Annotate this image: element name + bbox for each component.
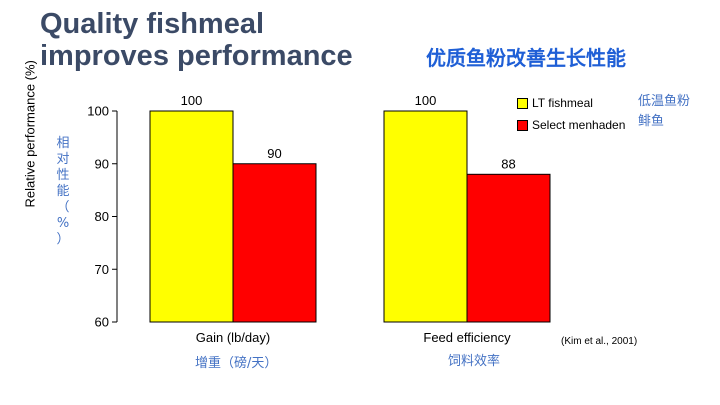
title-line-2: improves performance: [40, 40, 353, 72]
category-label: Feed efficiency: [423, 330, 511, 345]
y-tick-label: 100: [87, 104, 109, 119]
category-label-zh-gain: 增重（磅/天）: [195, 356, 278, 371]
y-axis-label-zh-char: 性: [56, 168, 70, 183]
y-axis-label-zh-char: 相: [56, 136, 70, 151]
legend-zh-label: 鲱鱼: [638, 114, 665, 129]
y-tick-label: 60: [95, 315, 109, 330]
y-tick-label: 90: [95, 156, 109, 171]
category-label: Gain (lb/day): [196, 330, 270, 345]
slide-title-zh: 优质鱼粉改善生长性能: [426, 46, 626, 70]
data-label: 90: [267, 146, 281, 161]
y-axis-label-zh-char: 能: [56, 184, 70, 199]
data-label: 100: [181, 93, 203, 108]
legend-zh: 低温鱼粉 鲱鱼: [638, 92, 690, 132]
legend-label: Select menhaden: [532, 118, 626, 132]
legend-label: LT fishmeal: [532, 96, 593, 110]
y-axis-label-zh-char: ）: [56, 232, 70, 247]
legend: LT fishmeal Select menhaden: [517, 92, 625, 136]
slide-title: Quality fishmeal improves performance: [40, 8, 353, 72]
bar: [149, 110, 234, 323]
title-line-1: Quality fishmeal: [40, 8, 265, 40]
legend-zh-label: 低温鱼粉: [638, 94, 691, 109]
y-axis-label-zh: 相 对 性 能 （ % ）: [55, 136, 71, 248]
bar: [466, 173, 551, 323]
legend-item-select-menhaden: Select menhaden: [517, 114, 625, 136]
bar: [232, 163, 317, 323]
legend-item-lt-fishmeal: LT fishmeal: [517, 92, 625, 114]
y-axis-label-zh-char: （: [56, 200, 70, 215]
y-tick-label: 70: [95, 262, 109, 277]
data-label: 100: [415, 93, 437, 108]
y-axis-label-zh-char: 对: [56, 152, 70, 167]
citation: (Kim et al., 2001): [561, 336, 638, 347]
legend-swatch-red: [517, 119, 528, 131]
category-label-zh-feed-efficiency: 饲料效率: [448, 354, 501, 369]
bar: [383, 110, 468, 323]
data-label: 88: [501, 156, 515, 171]
legend-swatch-yellow: [517, 97, 528, 109]
y-axis-label-zh-char: %: [56, 216, 70, 231]
y-tick-label: 80: [95, 209, 109, 224]
